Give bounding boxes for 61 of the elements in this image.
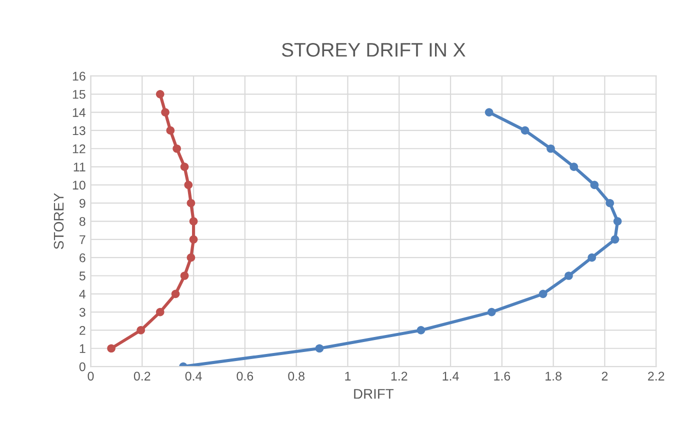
point	[156, 308, 164, 316]
y-tick-label: 16	[72, 72, 86, 81]
point	[570, 162, 578, 171]
point	[184, 180, 193, 190]
point	[588, 253, 596, 262]
point	[172, 144, 181, 153]
y-tick-label: 12	[72, 144, 86, 154]
y-tick-label: 11	[74, 162, 86, 172]
x-tick-label: 0.4	[185, 372, 202, 381]
point	[156, 90, 164, 98]
point	[487, 308, 496, 316]
point	[107, 344, 116, 353]
point	[315, 344, 324, 353]
x-tick-label: 0	[88, 372, 94, 381]
y-tick-label: 10	[72, 180, 86, 190]
y-tick-label: 14	[72, 108, 86, 117]
point	[484, 108, 494, 116]
x-tick-label: 0.2	[134, 372, 150, 381]
x-tick-label: 1.8	[546, 372, 562, 381]
y-tick-label: 4	[79, 290, 86, 298]
y-tick-label: 0	[79, 362, 86, 372]
point	[166, 126, 175, 135]
point	[180, 272, 189, 280]
chart-title: STOREY DRIFT IN X	[282, 42, 466, 57]
x-tick-label: 0.8	[288, 372, 304, 381]
point	[171, 290, 180, 298]
point	[416, 326, 426, 334]
y-tick-label: 15	[72, 90, 86, 99]
x-tick-label: 2.2	[648, 372, 664, 380]
x-axis-title: DRIFT	[354, 389, 394, 399]
point	[189, 235, 198, 244]
y-tick-label: 2	[80, 326, 86, 335]
x-tick-label: 0.6	[236, 372, 254, 381]
x-tick-label: 1.6	[494, 372, 510, 381]
point	[180, 162, 189, 171]
x-tick-label: 1.2	[391, 372, 408, 380]
x-tick-label: 1	[345, 372, 351, 380]
point	[538, 290, 548, 298]
y-tick-label: 13	[72, 126, 86, 136]
y-tick-label: 1	[80, 344, 86, 353]
y-axis-title: STOREY	[54, 193, 64, 250]
point	[186, 198, 196, 208]
y-tick-label: 7	[80, 235, 86, 244]
y-tick-label: 8	[79, 217, 86, 226]
point	[610, 235, 620, 244]
x-tick-label: 2	[602, 372, 608, 380]
point	[590, 180, 599, 190]
point	[606, 198, 614, 208]
point	[564, 272, 573, 280]
point	[546, 144, 555, 153]
point	[613, 217, 622, 226]
y-tick-label: 3	[79, 308, 86, 317]
point	[520, 126, 530, 135]
x-tick-label: 1.4	[442, 372, 459, 380]
point	[186, 253, 196, 262]
point	[161, 108, 170, 116]
point	[136, 326, 146, 334]
point	[189, 217, 198, 226]
y-tick-label: 9	[80, 198, 86, 208]
y-tick-label: 5	[79, 272, 86, 280]
y-tick-label: 6	[80, 253, 86, 262]
